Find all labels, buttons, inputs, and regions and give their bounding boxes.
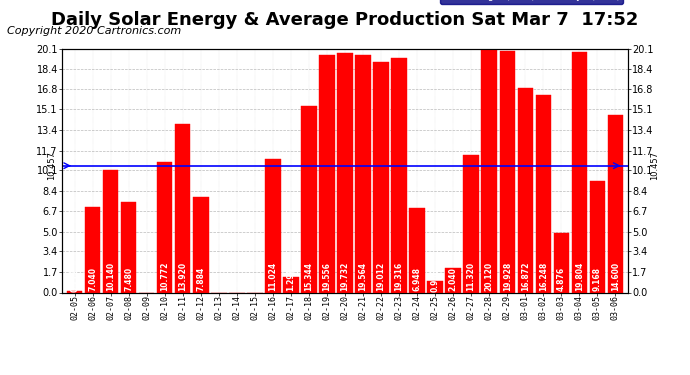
Text: 9.168: 9.168	[593, 267, 602, 291]
Bar	[427, 281, 443, 292]
Text: 13.920: 13.920	[178, 261, 187, 291]
Bar	[482, 48, 497, 292]
Bar	[608, 116, 623, 292]
Bar	[355, 55, 371, 292]
Text: 1.296: 1.296	[286, 267, 295, 291]
Text: 19.012: 19.012	[377, 261, 386, 291]
Text: 16.872: 16.872	[521, 261, 530, 291]
Bar	[319, 56, 335, 292]
Bar	[67, 291, 82, 292]
Bar	[409, 208, 425, 292]
Text: 11.024: 11.024	[268, 261, 277, 291]
Bar	[302, 106, 317, 292]
Text: 7.884: 7.884	[197, 266, 206, 291]
Bar	[373, 62, 388, 292]
Bar	[590, 182, 605, 292]
Bar	[193, 197, 208, 292]
Text: 10.457: 10.457	[651, 151, 660, 180]
Bar	[391, 58, 406, 292]
Text: 0.968: 0.968	[431, 268, 440, 292]
Text: 7.480: 7.480	[124, 267, 133, 291]
Text: Daily Solar Energy & Average Production Sat Mar 7  17:52: Daily Solar Energy & Average Production …	[51, 11, 639, 29]
Text: 10.140: 10.140	[106, 261, 115, 291]
Bar	[284, 277, 299, 292]
Text: 6.948: 6.948	[413, 267, 422, 291]
Bar	[337, 53, 353, 292]
Text: 19.556: 19.556	[322, 262, 331, 291]
Text: 19.928: 19.928	[503, 261, 512, 291]
Bar	[121, 202, 137, 292]
Text: 2.040: 2.040	[448, 267, 457, 291]
Text: 10.772: 10.772	[160, 261, 169, 291]
Bar	[446, 268, 461, 292]
Bar	[500, 51, 515, 292]
Text: 10.457: 10.457	[47, 151, 56, 180]
Text: 19.732: 19.732	[340, 261, 350, 291]
Text: 19.564: 19.564	[359, 262, 368, 291]
Text: 0.112: 0.112	[70, 268, 79, 292]
Text: 4.876: 4.876	[557, 267, 566, 291]
Bar	[265, 159, 281, 292]
Bar	[85, 207, 100, 292]
Text: 11.320: 11.320	[466, 261, 475, 291]
Legend: Average  (kWh), Daily   (kWh): Average (kWh), Daily (kWh)	[440, 0, 623, 4]
Text: 7.040: 7.040	[88, 267, 97, 291]
Bar	[103, 170, 119, 292]
Bar	[518, 88, 533, 292]
Text: 20.120: 20.120	[484, 261, 493, 291]
Bar	[175, 124, 190, 292]
Text: 16.248: 16.248	[539, 261, 548, 291]
Bar	[553, 233, 569, 292]
Text: 19.804: 19.804	[575, 261, 584, 291]
Text: 14.600: 14.600	[611, 261, 620, 291]
Text: 19.316: 19.316	[395, 261, 404, 291]
Text: Copyright 2020 Cartronics.com: Copyright 2020 Cartronics.com	[7, 26, 181, 36]
Bar	[535, 96, 551, 292]
Text: 15.344: 15.344	[304, 262, 313, 291]
Bar	[157, 162, 172, 292]
Bar	[571, 53, 587, 292]
Bar	[464, 155, 479, 292]
